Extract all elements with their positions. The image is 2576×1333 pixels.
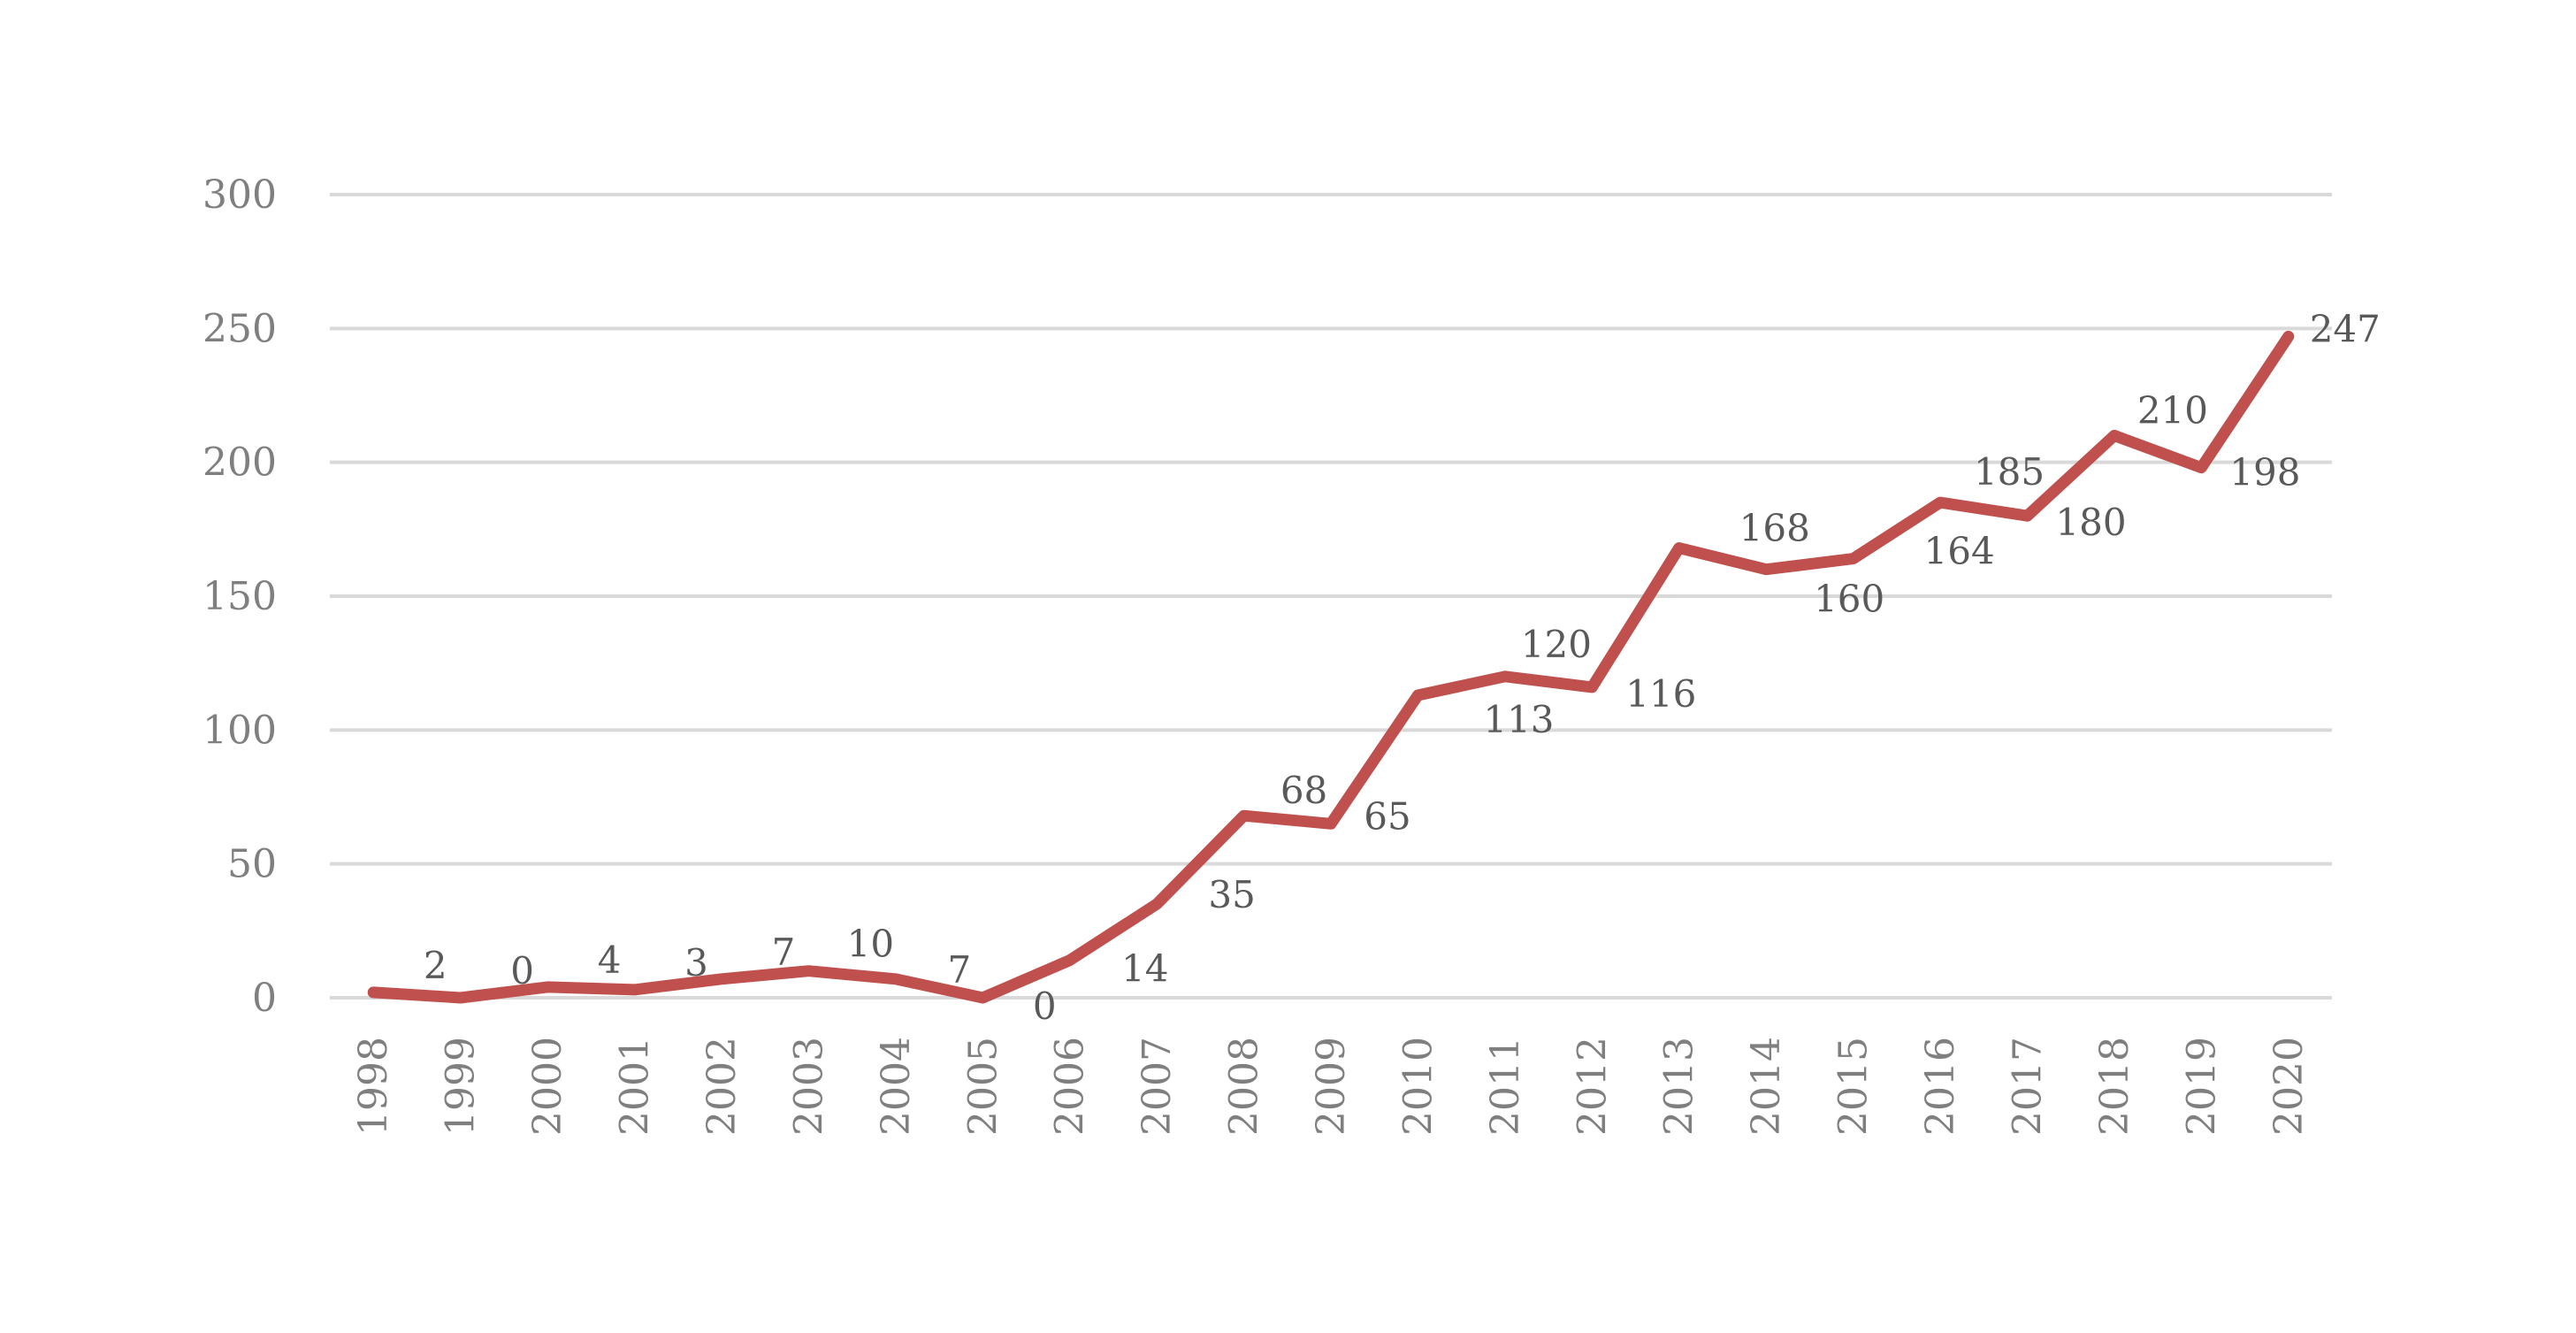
x-tick-label: 2001 — [613, 1037, 658, 1136]
x-tick-label: 2013 — [1657, 1037, 1702, 1136]
data-label: 7 — [947, 948, 971, 992]
y-tick-label: 0 — [252, 976, 277, 1021]
y-tick-label: 100 — [203, 708, 277, 753]
x-tick-label: 2008 — [1222, 1037, 1267, 1136]
data-label: 0 — [1033, 984, 1057, 1028]
data-label: 180 — [2055, 501, 2126, 544]
x-tick-label: 2012 — [1570, 1037, 1615, 1136]
x-tick-label: 2019 — [2179, 1037, 2224, 1136]
data-label: 2 — [424, 944, 447, 987]
data-label: 0 — [510, 949, 534, 992]
x-tick-label: 2005 — [960, 1037, 1005, 1136]
y-tick-label: 200 — [203, 441, 277, 486]
x-tick-label: 2015 — [1831, 1037, 1877, 1136]
x-tick-label: 2000 — [525, 1037, 570, 1136]
data-label: 116 — [1625, 672, 1696, 716]
x-tick-label: 2003 — [786, 1037, 831, 1136]
x-tick-label: 2011 — [1483, 1037, 1528, 1136]
x-axis-tick-labels: 1998 1999 2000 2001 2002 2003 2004 2005 2006 2007… — [351, 1037, 2312, 1136]
y-tick-label: 150 — [203, 574, 277, 619]
x-tick-label: 2014 — [1744, 1037, 1789, 1136]
data-label: 160 — [1814, 578, 1884, 621]
x-tick-label: 2020 — [2266, 1037, 2312, 1136]
x-tick-label: 2017 — [2005, 1037, 2050, 1136]
x-tick-label: 2002 — [699, 1037, 745, 1136]
x-tick-label: 2010 — [1395, 1037, 1441, 1136]
data-label: 7 — [772, 931, 796, 974]
data-label: 198 — [2229, 451, 2300, 494]
y-tick-label: 300 — [203, 172, 277, 218]
data-label: 168 — [1739, 507, 1810, 550]
data-label: 68 — [1280, 769, 1327, 812]
data-label: 113 — [1483, 698, 1554, 741]
data-label: 164 — [1924, 530, 1995, 573]
x-tick-label: 1998 — [351, 1037, 396, 1136]
data-label: 3 — [684, 941, 708, 984]
data-label: 185 — [1974, 450, 2045, 494]
gridlines — [330, 193, 2332, 1000]
x-tick-label: 2007 — [1135, 1037, 1180, 1136]
y-tick-label: 250 — [203, 306, 277, 351]
data-label: 120 — [1521, 623, 1592, 666]
data-label: 35 — [1208, 873, 1255, 916]
x-tick-label: 2018 — [2092, 1037, 2137, 1136]
data-label: 14 — [1121, 947, 1168, 991]
y-tick-label: 50 — [227, 842, 277, 887]
y-axis-tick-labels: 0 50 100 150 200 250 300 — [203, 172, 277, 1021]
x-tick-label: 1999 — [439, 1037, 484, 1136]
x-tick-label: 2016 — [1918, 1037, 1963, 1136]
data-label: 4 — [598, 938, 622, 982]
x-tick-label: 2004 — [874, 1037, 919, 1136]
data-label: 247 — [2310, 307, 2381, 350]
data-label: 65 — [1364, 794, 1410, 838]
data-label: 210 — [2137, 388, 2208, 432]
series-line — [367, 330, 2295, 1004]
x-tick-label: 2009 — [1309, 1037, 1354, 1136]
data-label: 10 — [847, 923, 894, 966]
x-tick-label: 2006 — [1048, 1037, 1093, 1136]
